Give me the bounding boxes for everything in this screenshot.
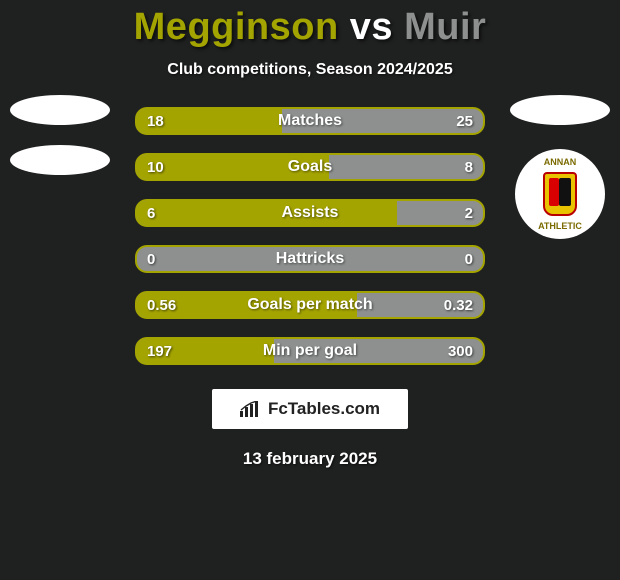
stat-bar: Matches18 25 <box>135 107 485 135</box>
stat-bar: Hattricks0 0 <box>135 245 485 273</box>
stat-value-left: 18 <box>147 109 164 133</box>
stat-bar: Min per goal197 300 <box>135 337 485 365</box>
stat-label: Goals <box>137 155 483 179</box>
site-name: FcTables.com <box>268 399 380 419</box>
stat-bar: Goals10 8 <box>135 153 485 181</box>
left-badge-column <box>10 95 110 175</box>
annan-athletic-crest: ANNAN ATHLETIC <box>515 149 605 239</box>
comparison-figure: Megginson vs Muir Club competitions, Sea… <box>0 0 620 580</box>
player1-name: Megginson <box>134 6 339 48</box>
stat-value-right: 300 <box>448 339 473 363</box>
stat-value-right: 2 <box>465 201 473 225</box>
player1-club-badge-1 <box>10 95 110 125</box>
player2-name: Muir <box>404 6 486 48</box>
stat-value-left: 6 <box>147 201 155 225</box>
stat-value-right: 25 <box>456 109 473 133</box>
site-badge: FcTables.com <box>212 389 408 429</box>
crest-text-bottom: ATHLETIC <box>515 221 605 231</box>
stat-value-right: 0.32 <box>444 293 473 317</box>
figure-title: Megginson vs Muir <box>134 6 487 49</box>
fctables-logo-icon <box>240 401 260 417</box>
stat-value-left: 0.56 <box>147 293 176 317</box>
player1-club-badge-2 <box>10 145 110 175</box>
stat-value-left: 197 <box>147 339 172 363</box>
stat-bar: Assists6 2 <box>135 199 485 227</box>
stat-value-right: 0 <box>465 247 473 271</box>
crest-shield-icon <box>543 172 577 216</box>
bars-list: Matches18 25 Goals10 8 Assists6 2 Hattricks0 0 G… <box>135 107 485 365</box>
stat-value-left: 10 <box>147 155 164 179</box>
stat-value-left: 0 <box>147 247 155 271</box>
stat-label: Matches <box>137 109 483 133</box>
chart-area: ANNAN ATHLETIC Matches18 25 Goals10 8 Assist… <box>0 107 620 365</box>
right-badge-column: ANNAN ATHLETIC <box>510 95 610 239</box>
stat-label: Goals per match <box>137 293 483 317</box>
stat-value-right: 8 <box>465 155 473 179</box>
vs-text: vs <box>350 6 393 48</box>
stat-bar: Goals per match0.56 0.32 <box>135 291 485 319</box>
subtitle: Club competitions, Season 2024/2025 <box>167 61 452 79</box>
player2-club-badge-1 <box>510 95 610 125</box>
footer-date: 13 february 2025 <box>243 449 377 469</box>
stat-label: Hattricks <box>137 247 483 271</box>
stat-label: Assists <box>137 201 483 225</box>
crest-text-top: ANNAN <box>515 157 605 167</box>
stat-label: Min per goal <box>137 339 483 363</box>
